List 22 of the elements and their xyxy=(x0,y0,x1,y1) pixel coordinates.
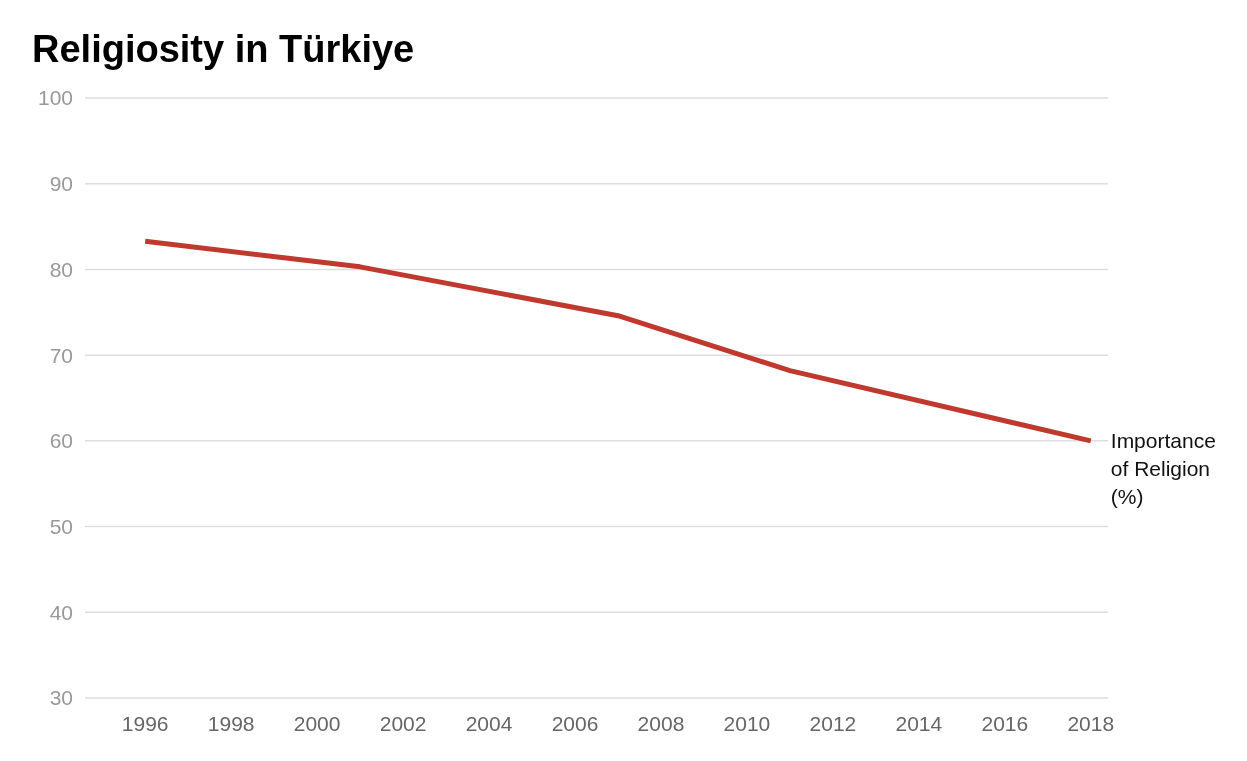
x-tick-label: 2006 xyxy=(551,711,599,735)
x-tick-label: 2014 xyxy=(895,711,943,735)
y-tick-label: 80 xyxy=(49,257,73,281)
y-tick-label: 40 xyxy=(49,600,73,624)
x-tick-label: 2008 xyxy=(637,711,685,735)
y-tick-label: 60 xyxy=(49,429,73,453)
x-tick-label: 2016 xyxy=(981,711,1029,735)
x-tick-label: 2010 xyxy=(723,711,771,735)
x-tick-label: 1996 xyxy=(121,711,169,735)
chart-title: Religiosity in Türkiye xyxy=(31,27,416,72)
x-tick-label: 2018 xyxy=(1067,711,1115,735)
x-tick-label: 2002 xyxy=(379,711,427,735)
y-tick-label: 100 xyxy=(37,86,73,110)
y-tick-label: 70 xyxy=(49,343,73,367)
y-tick-label: 50 xyxy=(49,515,73,539)
y-tick-label: 90 xyxy=(49,172,73,196)
x-tick-label: 1998 xyxy=(207,711,255,735)
x-tick-label: 2004 xyxy=(465,711,513,735)
x-tick-label: 2000 xyxy=(293,711,341,735)
y-tick-label: 30 xyxy=(49,686,73,710)
series-label: Importance of Religion (%) xyxy=(1110,428,1216,508)
x-tick-label: 2012 xyxy=(809,711,857,735)
